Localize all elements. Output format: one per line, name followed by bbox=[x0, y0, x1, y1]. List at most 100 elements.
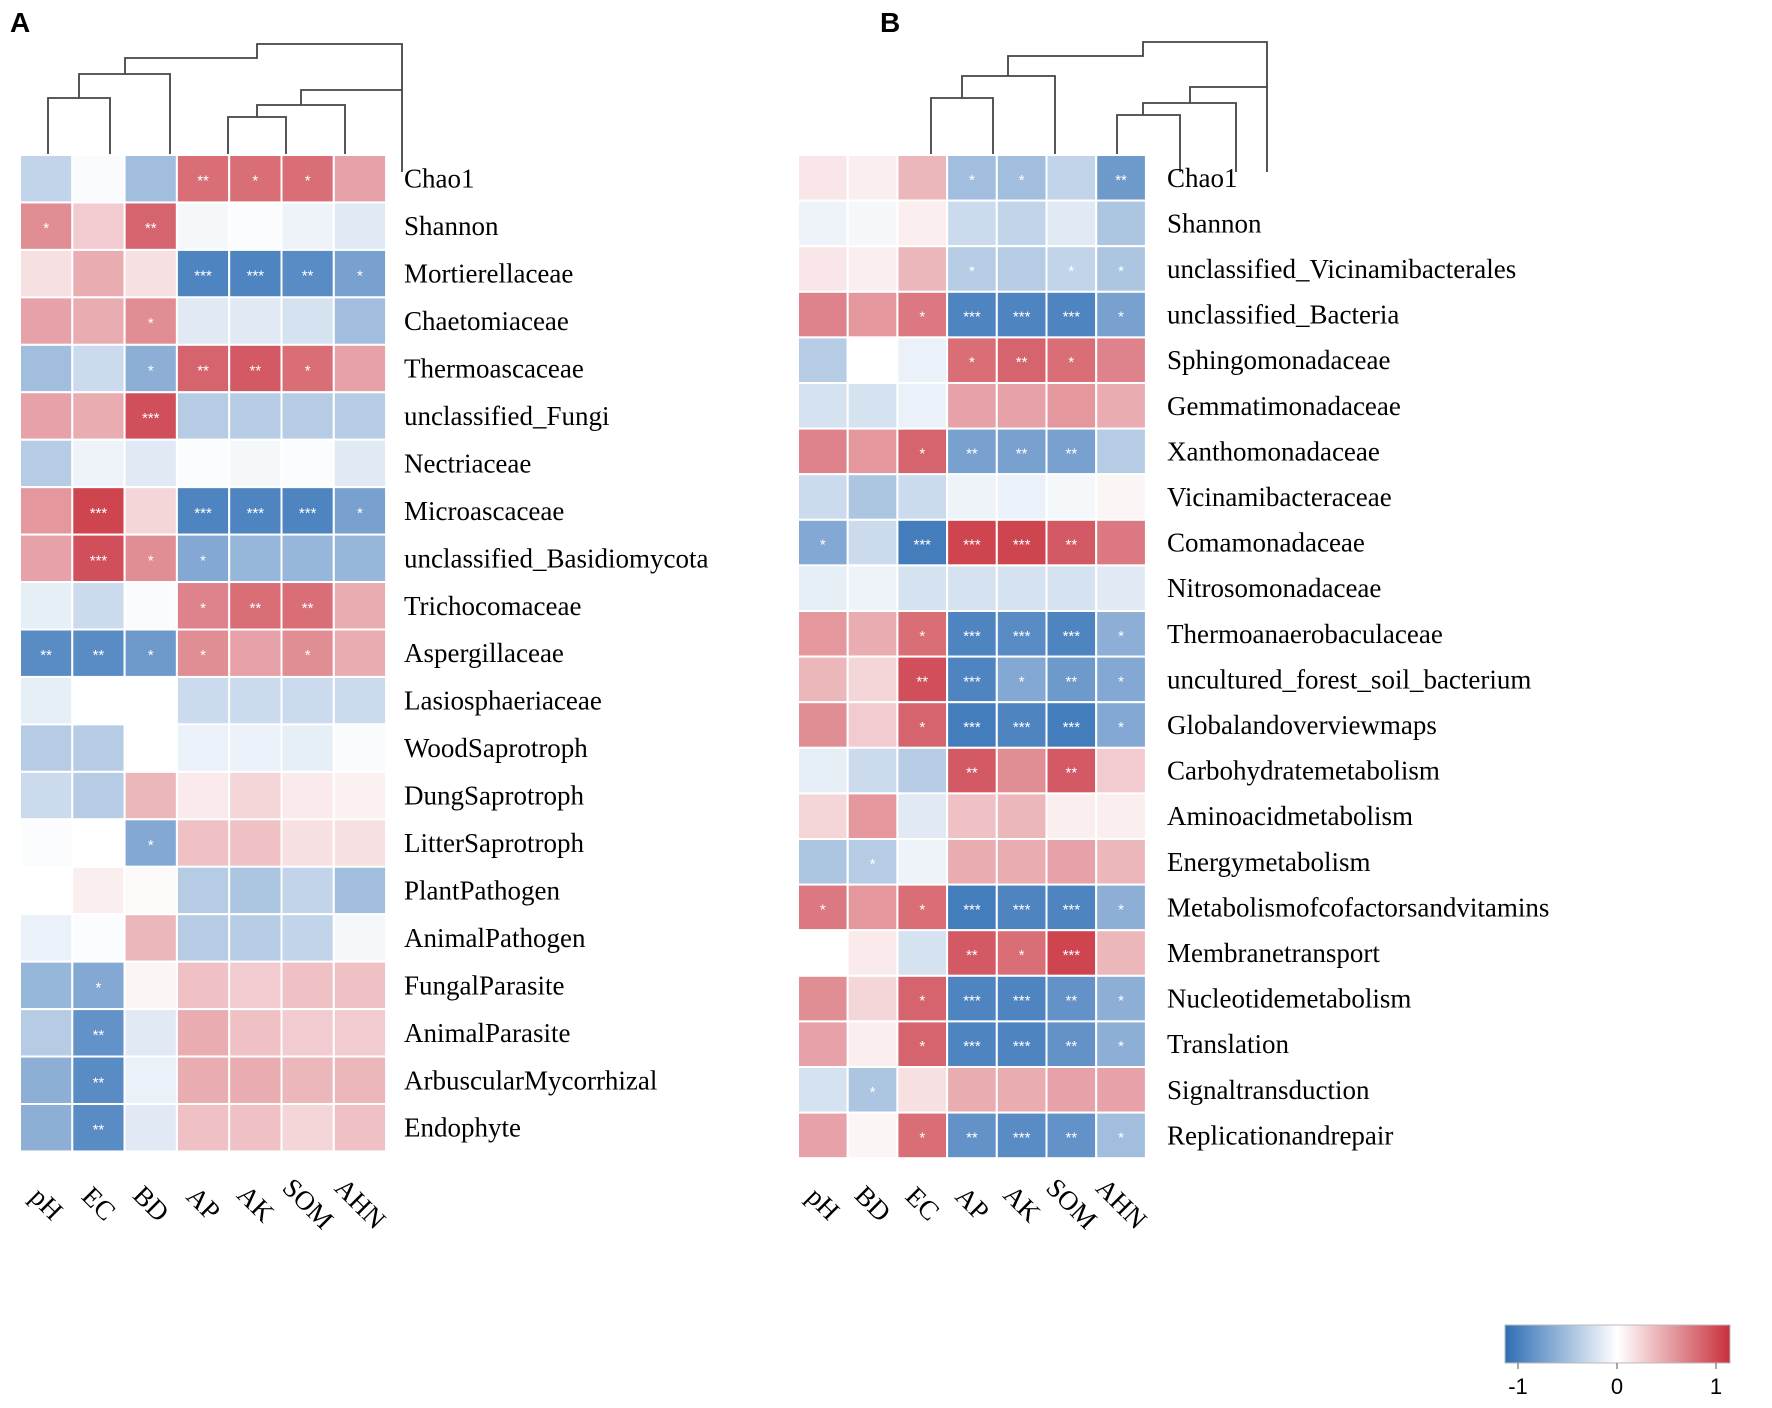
heatmap-cell bbox=[1095, 154, 1147, 202]
heatmap-cell bbox=[946, 655, 998, 704]
significance-mark: *** bbox=[963, 673, 981, 690]
significance-mark: ** bbox=[93, 1027, 105, 1044]
heatmap-cell bbox=[1045, 199, 1098, 248]
significance-mark: *** bbox=[1063, 901, 1081, 918]
dendrogram-b bbox=[930, 41, 1268, 172]
significance-mark: *** bbox=[1063, 309, 1081, 326]
column-label: BD bbox=[127, 1180, 175, 1228]
heatmap-cell bbox=[896, 199, 949, 248]
heatmap-cell bbox=[228, 486, 283, 536]
heatmap-cell bbox=[1045, 610, 1098, 658]
heatmap-cell bbox=[846, 792, 899, 841]
heatmap-cell bbox=[228, 960, 283, 1011]
row-label: AnimalParasite bbox=[404, 1018, 570, 1048]
heatmap-cell bbox=[123, 486, 178, 536]
heatmap-cell bbox=[71, 865, 126, 916]
heatmap-cell bbox=[846, 1111, 899, 1160]
significance-mark: * bbox=[1019, 172, 1025, 189]
heatmap-cell bbox=[123, 248, 178, 299]
heatmap-cell bbox=[175, 486, 231, 536]
heatmap-cell bbox=[846, 518, 899, 567]
significance-mark: * bbox=[969, 172, 975, 189]
heatmap-cell bbox=[332, 581, 388, 631]
heatmap-cell bbox=[280, 1008, 335, 1058]
heatmap-cell bbox=[1095, 701, 1147, 749]
heatmap-cell bbox=[995, 245, 1048, 293]
significance-mark: *** bbox=[299, 505, 317, 522]
heatmap-cell bbox=[19, 486, 74, 536]
significance-mark: *** bbox=[90, 552, 108, 569]
heatmap-cell bbox=[1095, 199, 1147, 248]
colorbar-ticks: -1 0 1 bbox=[1508, 1363, 1722, 1399]
heatmap-cell bbox=[1045, 1066, 1098, 1114]
heatmap-cell bbox=[175, 391, 231, 441]
significance-mark: ** bbox=[93, 1074, 105, 1091]
heatmap-cell bbox=[228, 533, 283, 584]
heatmap-cell bbox=[896, 701, 949, 749]
heatmap-cell bbox=[846, 154, 899, 202]
row-label: DungSaprotroph bbox=[404, 781, 584, 811]
significance-mark: *** bbox=[913, 537, 931, 554]
heatmap-cell bbox=[797, 1020, 849, 1069]
column-label: BD bbox=[849, 1180, 897, 1228]
significance-mark: ** bbox=[916, 673, 928, 690]
significance-mark: *** bbox=[1013, 993, 1031, 1010]
significance-mark: *** bbox=[90, 505, 108, 522]
heatmap-cell bbox=[19, 581, 74, 631]
significance-mark: * bbox=[919, 628, 925, 645]
heatmap-cell bbox=[71, 581, 126, 631]
heatmap-cell bbox=[995, 1111, 1048, 1160]
heatmap-cell bbox=[123, 628, 178, 678]
heatmap-cell bbox=[332, 438, 388, 489]
significance-mark: * bbox=[919, 445, 925, 462]
heatmap-cell bbox=[332, 391, 388, 441]
heatmap-cell bbox=[280, 533, 335, 584]
heatmap-cell bbox=[228, 723, 283, 773]
significance-mark: * bbox=[357, 268, 363, 285]
heatmap-cell bbox=[19, 675, 74, 726]
heatmap-cell bbox=[797, 792, 849, 841]
heatmap-cell bbox=[946, 701, 998, 749]
heatmap-cell bbox=[896, 929, 949, 977]
heatmap-cell bbox=[332, 865, 388, 916]
significance-mark: * bbox=[1118, 309, 1124, 326]
heatmap-cell bbox=[896, 336, 949, 384]
significance-mark: *** bbox=[247, 268, 265, 285]
row-label: Trichocomaceae bbox=[404, 591, 581, 621]
heatmap-cell bbox=[280, 438, 335, 489]
heatmap-cell bbox=[71, 628, 126, 678]
row-label: Signaltransduction bbox=[1167, 1075, 1370, 1105]
heatmap-cell bbox=[797, 610, 849, 658]
significance-mark: * bbox=[305, 647, 311, 664]
heatmap-cell bbox=[1095, 1111, 1147, 1160]
heatmap-cell bbox=[846, 473, 899, 521]
heatmap-cell bbox=[1095, 655, 1147, 704]
heatmap-cell bbox=[280, 913, 335, 963]
significance-mark: * bbox=[148, 647, 154, 664]
heatmap-cell bbox=[332, 248, 388, 299]
heatmap-cell bbox=[228, 770, 283, 821]
heatmap-cell bbox=[19, 960, 74, 1011]
heatmap-cell bbox=[123, 1008, 178, 1058]
heatmap-cell bbox=[280, 154, 335, 204]
significance-mark: * bbox=[1118, 263, 1124, 280]
significance-mark: * bbox=[305, 363, 311, 380]
heatmap-cell bbox=[846, 336, 899, 384]
row-label: Aminoacidmetabolism bbox=[1167, 801, 1413, 831]
significance-mark: ** bbox=[93, 647, 105, 664]
heatmap-cell bbox=[175, 913, 231, 963]
heatmap-cell bbox=[19, 913, 74, 963]
heatmap-cell bbox=[19, 296, 74, 346]
heatmap-cell bbox=[946, 974, 998, 1023]
heatmap-cell bbox=[846, 290, 899, 339]
heatmap-cell bbox=[1095, 427, 1147, 476]
heatmap-cell bbox=[19, 1055, 74, 1106]
heatmap-cell bbox=[846, 564, 899, 613]
significance-mark: * bbox=[148, 552, 154, 569]
heatmap-cell bbox=[1045, 290, 1098, 339]
heatmap-cell bbox=[228, 1008, 283, 1058]
heatmap-cell bbox=[228, 248, 283, 299]
row-label: unclassified_Fungi bbox=[404, 401, 609, 431]
